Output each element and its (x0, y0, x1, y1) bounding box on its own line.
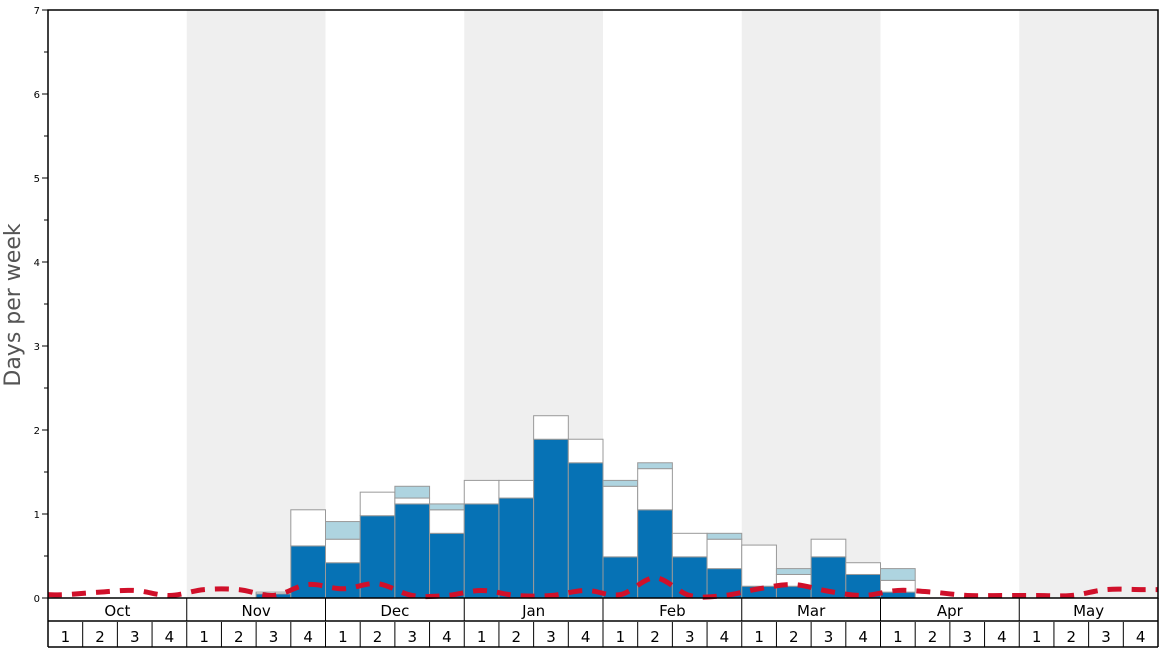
bar-segment (637, 468, 673, 511)
bar-segment (429, 532, 465, 599)
month-label-nov: Nov (241, 602, 270, 620)
week-label: 1 (61, 628, 71, 646)
bar-segment (741, 544, 777, 587)
bar-segment (359, 491, 396, 517)
bar-segment (602, 556, 639, 599)
bar-segment (775, 568, 812, 575)
week-label: 4 (442, 628, 452, 646)
bar-segment (880, 591, 916, 599)
week-label: 4 (581, 628, 591, 646)
month-label-may: May (1073, 602, 1104, 620)
bar-segment (325, 521, 361, 540)
y-tick-label: 6 (34, 90, 40, 101)
bar-segment (671, 556, 708, 599)
week-label: 3 (546, 628, 556, 646)
bar-segment (429, 503, 465, 511)
y-tick-label: 4 (34, 258, 40, 269)
bar-segment (706, 538, 743, 570)
week-label: 1 (1032, 628, 1042, 646)
week-label: 1 (338, 628, 348, 646)
bar-segment (498, 479, 535, 499)
week-label: 4 (303, 628, 313, 646)
bar-segment (498, 497, 535, 599)
bar-segment (637, 462, 673, 470)
week-label: 1 (893, 628, 903, 646)
month-band-may (1019, 10, 1158, 598)
week-label: 3 (407, 628, 417, 646)
y-tick-label: 5 (34, 174, 40, 185)
bar-segment (394, 485, 431, 499)
week-label: 4 (720, 628, 730, 646)
week-label: 2 (650, 628, 660, 646)
week-label: 2 (789, 628, 799, 646)
week-label: 3 (962, 628, 972, 646)
month-label-dec: Dec (380, 602, 409, 620)
bar-segment (463, 479, 500, 505)
week-label: 2 (928, 628, 938, 646)
bar-segment (533, 438, 569, 599)
bar-segment (429, 509, 465, 534)
week-label: 3 (130, 628, 140, 646)
week-label: 1 (477, 628, 487, 646)
month-label-oct: Oct (104, 602, 130, 620)
y-tick-label: 2 (34, 426, 40, 437)
bar-segment (394, 503, 431, 599)
week-label: 1 (199, 628, 209, 646)
y-axis-label: Days per week (1, 223, 26, 386)
bars (255, 415, 916, 599)
week-label: 3 (269, 628, 279, 646)
week-label: 3 (685, 628, 695, 646)
y-tick-label: 0 (34, 594, 40, 605)
bar-segment (671, 532, 708, 558)
bar-segment (463, 503, 500, 599)
week-label: 2 (512, 628, 522, 646)
month-band-oct (48, 10, 187, 598)
month-band-mar (741, 10, 881, 598)
bar-segment (325, 538, 361, 564)
average-line (47, 575, 1158, 600)
bar-segment (394, 497, 431, 505)
week-label: 2 (1067, 628, 1077, 646)
month-label-jan: Jan (521, 602, 545, 620)
y-tick-label: 3 (34, 342, 40, 353)
month-label-mar: Mar (797, 602, 826, 620)
bar-segment (880, 568, 916, 581)
bar-segment (567, 438, 604, 464)
week-label: 3 (1101, 628, 1111, 646)
week-label: 2 (234, 628, 244, 646)
bar-segment (290, 509, 326, 547)
bar-segment (706, 532, 743, 540)
y-tick-label: 7 (34, 6, 40, 17)
y-axis: 0 1 2 3 4 5 6 7 (34, 6, 48, 605)
average-line-path (47, 575, 1158, 600)
month-label-feb: Feb (659, 602, 686, 620)
week-label: 2 (373, 628, 383, 646)
bar-segment (602, 485, 639, 558)
bar-segment (567, 462, 604, 599)
week-label: 4 (1136, 628, 1146, 646)
month-band-nov (186, 10, 326, 598)
bar-segment (533, 415, 569, 440)
bar-segment (845, 562, 881, 575)
month-label-apr: Apr (937, 602, 964, 620)
month-band-apr (880, 10, 1020, 598)
bar-segment (325, 562, 361, 599)
week-label: 2 (95, 628, 105, 646)
x-axis: Oct Nov Dec Jan Feb Mar Apr May 1 2 3 4 1 2 3 4 1 2 3 4 1 2 3 4… (47, 598, 1159, 648)
week-label: 3 (824, 628, 834, 646)
week-label: 4 (858, 628, 868, 646)
bar-segment (810, 538, 847, 558)
week-label: 1 (754, 628, 764, 646)
bar-segment (602, 479, 639, 487)
week-label: 4 (165, 628, 175, 646)
y-tick-label: 1 (34, 510, 40, 521)
week-label: 1 (616, 628, 626, 646)
week-label: 4 (997, 628, 1007, 646)
